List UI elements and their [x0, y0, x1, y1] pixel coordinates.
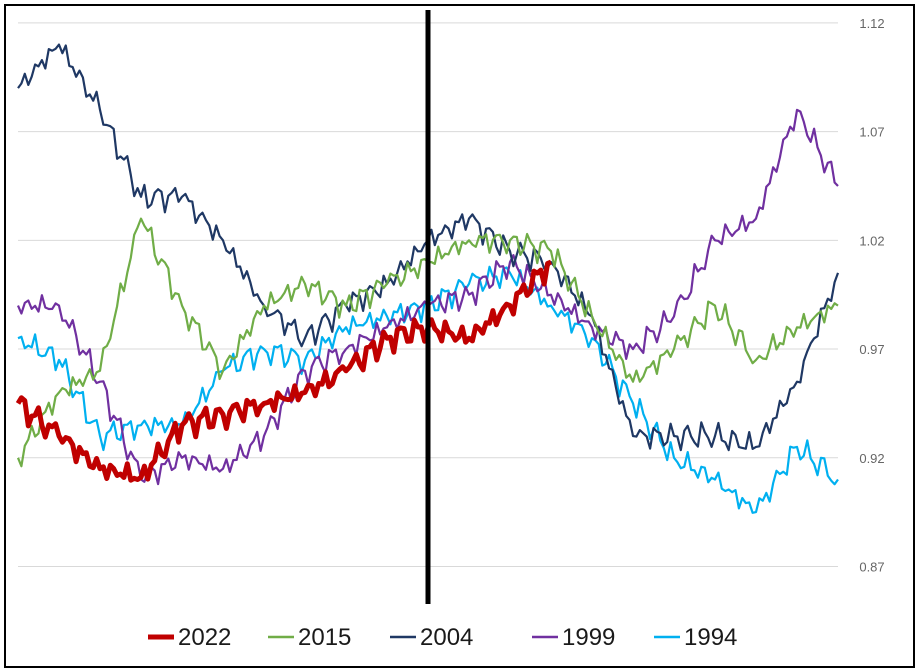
legend-label-2022: 2022: [178, 624, 231, 651]
y-tick-label: 0.97: [859, 342, 884, 357]
y-tick-label: 1.12: [859, 16, 884, 31]
y-tick-label: 0.92: [859, 451, 884, 466]
legend-label-2015: 2015: [298, 624, 351, 651]
legend: 2022 2015 2004 1999 1994: [148, 624, 737, 651]
y-tick-label: 1.02: [859, 233, 884, 248]
series-line-2022: [15, 259, 552, 483]
legend-label-1994: 1994: [684, 624, 737, 651]
y-axis-ticks: 1.12 1.07 1.02 0.97 0.92 0.87: [859, 16, 884, 575]
y-tick-label: 0.87: [859, 560, 884, 575]
legend-label-2004: 2004: [420, 624, 473, 651]
y-tick-label: 1.07: [859, 125, 884, 140]
legend-label-1999: 1999: [562, 624, 615, 651]
